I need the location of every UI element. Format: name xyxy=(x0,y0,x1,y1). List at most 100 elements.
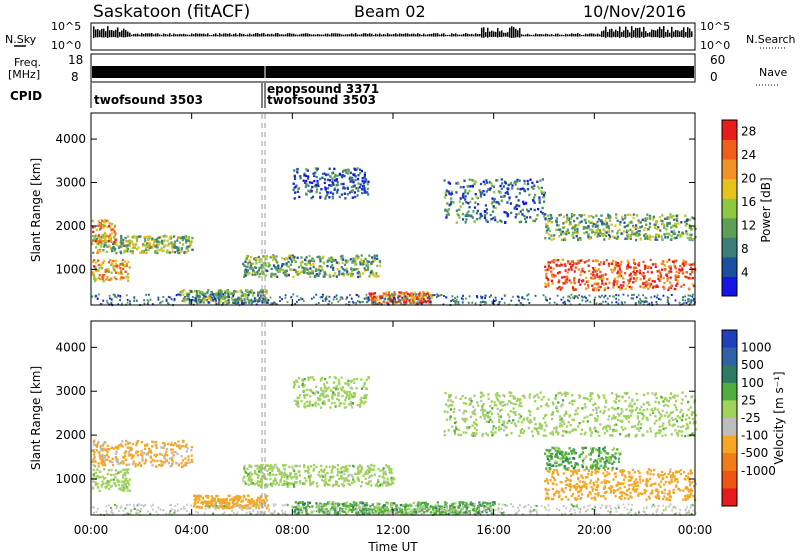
clutter-cell xyxy=(517,296,520,299)
data-cell xyxy=(242,476,245,479)
data-cell xyxy=(639,221,642,224)
data-cell xyxy=(328,257,331,260)
data-cell xyxy=(290,268,293,272)
data-cell xyxy=(350,504,353,507)
data-cell xyxy=(222,295,225,299)
noise-sample xyxy=(341,34,343,37)
data-cell xyxy=(345,267,348,271)
clutter-cell xyxy=(678,301,681,304)
data-cell xyxy=(101,219,104,222)
data-cell xyxy=(232,292,235,295)
data-cell xyxy=(356,187,359,190)
noise-sample xyxy=(627,29,629,38)
data-cell xyxy=(599,261,602,264)
data-cell xyxy=(350,510,354,513)
noise-sample xyxy=(103,28,105,38)
data-cell xyxy=(547,220,550,223)
data-cell xyxy=(546,268,549,272)
data-cell xyxy=(213,500,216,503)
data-cell xyxy=(379,469,382,472)
data-cell xyxy=(624,287,627,290)
data-cell xyxy=(359,263,362,266)
data-cell xyxy=(638,233,641,236)
data-cell xyxy=(580,214,583,217)
data-cell xyxy=(333,179,337,182)
data-cell xyxy=(359,273,362,276)
data-cell xyxy=(648,277,651,280)
data-cell xyxy=(464,214,467,217)
data-cell xyxy=(209,295,212,299)
data-cell xyxy=(575,235,578,238)
clutter-cell xyxy=(518,299,520,302)
data-cell xyxy=(275,466,278,469)
noise-sample xyxy=(593,33,595,37)
data-cell xyxy=(429,302,432,306)
clutter-cell xyxy=(429,301,432,304)
data-cell xyxy=(294,475,297,478)
data-cell xyxy=(112,478,115,481)
data-cell xyxy=(630,287,633,290)
data-cell xyxy=(261,269,264,273)
data-cell xyxy=(145,251,148,255)
data-cell xyxy=(315,268,318,271)
data-cell xyxy=(297,273,300,276)
data-cell xyxy=(445,501,448,505)
data-cell xyxy=(256,467,259,470)
data-cell xyxy=(338,402,341,405)
data-cell xyxy=(283,483,286,486)
noise-sample xyxy=(447,34,449,37)
data-cell xyxy=(373,254,376,257)
data-cell xyxy=(127,260,130,264)
data-cell xyxy=(274,479,277,482)
clutter-cell xyxy=(167,303,170,306)
data-cell xyxy=(114,445,117,449)
data-cell xyxy=(480,214,483,217)
clutter-cell xyxy=(560,298,563,301)
clutter-cell xyxy=(615,301,618,304)
data-cell xyxy=(153,459,156,463)
data-cell xyxy=(558,279,561,282)
data-cell xyxy=(120,485,123,488)
data-cell xyxy=(343,480,346,483)
data-cell xyxy=(521,187,524,190)
data-cell xyxy=(674,232,677,235)
data-cell xyxy=(104,486,107,489)
data-cell xyxy=(581,280,584,283)
data-cell xyxy=(648,282,651,285)
data-cell xyxy=(117,480,120,483)
data-cell xyxy=(307,468,310,471)
data-cell xyxy=(172,453,175,457)
clutter-cell xyxy=(324,298,327,301)
data-cell xyxy=(256,476,260,479)
data-cell xyxy=(646,213,649,216)
noise-sample xyxy=(469,34,471,37)
data-cell xyxy=(239,503,242,507)
data-cell xyxy=(120,234,123,238)
data-cell xyxy=(427,299,430,303)
data-cell xyxy=(243,270,246,273)
data-cell xyxy=(253,257,257,260)
data-cell xyxy=(252,269,255,273)
clutter-cell xyxy=(428,297,431,300)
data-cell xyxy=(330,183,333,187)
data-cell xyxy=(586,284,590,287)
data-cell xyxy=(221,297,224,300)
data-cell xyxy=(624,272,627,275)
data-cell xyxy=(643,277,646,280)
data-cell xyxy=(120,276,123,279)
data-cell xyxy=(562,282,565,285)
data-cell xyxy=(228,494,231,497)
data-cell xyxy=(293,469,296,473)
data-cell xyxy=(298,464,301,468)
data-cell xyxy=(95,238,98,241)
data-cell xyxy=(92,463,95,467)
noise-sample xyxy=(117,27,119,38)
data-cell xyxy=(685,222,688,226)
data-cell xyxy=(510,211,513,215)
data-cell xyxy=(332,381,335,384)
data-cell xyxy=(472,179,475,183)
data-cell xyxy=(616,219,619,222)
data-cell xyxy=(379,295,382,299)
data-cell xyxy=(320,376,324,380)
data-cell xyxy=(666,260,669,263)
